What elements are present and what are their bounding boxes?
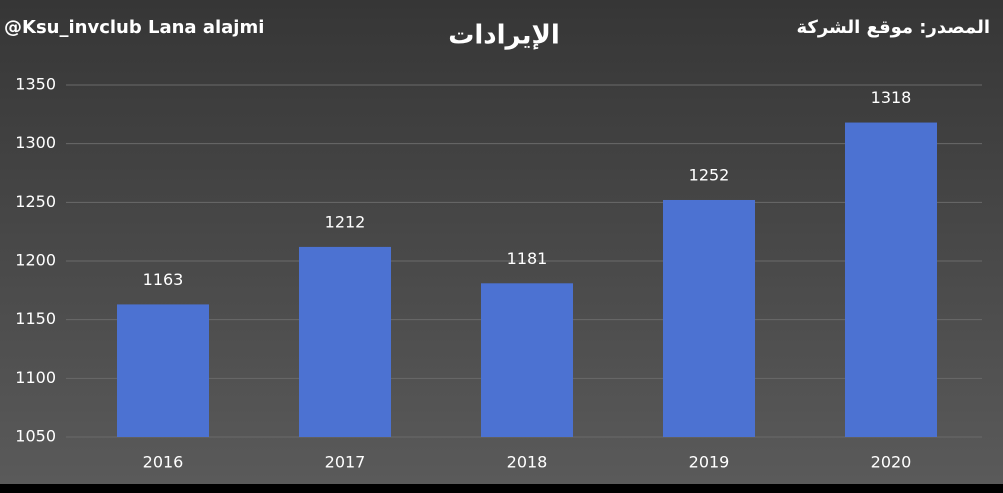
y-tick-label: 1350 <box>15 75 56 94</box>
chart-title: الإيرادات <box>448 21 560 51</box>
source-note: المصدر: موقع الشركة <box>796 17 990 38</box>
data-label: 1318 <box>871 88 912 107</box>
data-label: 1252 <box>689 165 730 184</box>
data-label: 1163 <box>143 270 184 289</box>
y-tick-label: 1300 <box>15 133 56 152</box>
data-label: 1181 <box>507 249 548 268</box>
x-tick-label: 2017 <box>325 453 366 472</box>
y-tick-label: 1100 <box>15 368 56 387</box>
bar <box>663 199 755 437</box>
watermark: @Ksu_invclub Lana alajmi <box>4 17 264 38</box>
y-tick-label: 1250 <box>15 192 56 211</box>
bar <box>117 304 209 437</box>
y-tick-label: 1150 <box>15 309 56 328</box>
x-tick-label: 2016 <box>143 453 184 472</box>
bar <box>299 246 391 437</box>
x-tick-label: 2019 <box>689 453 730 472</box>
x-tick-label: 2018 <box>507 453 548 472</box>
bar <box>845 122 937 438</box>
bar <box>481 283 573 437</box>
y-tick-label: 1200 <box>15 251 56 270</box>
y-tick-label: 1050 <box>15 427 56 446</box>
x-tick-label: 2020 <box>871 453 912 472</box>
data-label: 1212 <box>325 212 366 231</box>
